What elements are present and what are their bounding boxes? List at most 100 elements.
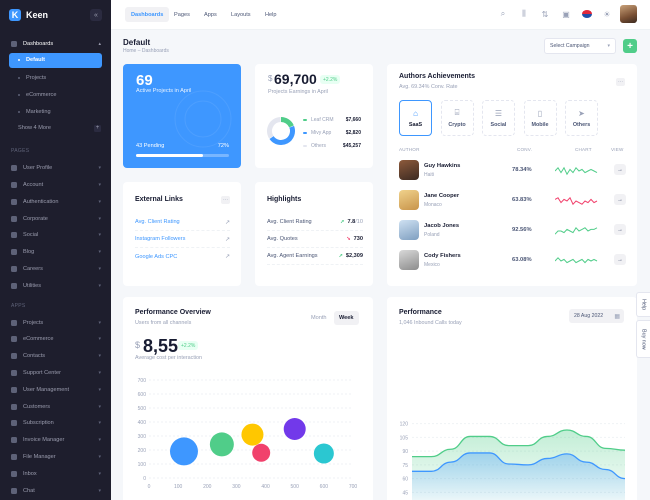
toggle-month[interactable]: Month — [311, 315, 327, 321]
sidebar-item-dashboards[interactable]: Dashboards ▴ — [0, 36, 111, 53]
author-name[interactable]: Jane Cooper — [424, 193, 460, 199]
view-arrow-icon[interactable]: → — [614, 254, 626, 265]
help-tab-label: Help — [640, 298, 647, 311]
table-row: Guy Hawkins Haiti 78.34% → — [399, 157, 627, 187]
menu-icon — [11, 437, 17, 444]
earnings-amount: 69,700 — [274, 71, 317, 87]
chevron-down-icon: ▾ — [98, 420, 101, 427]
tab-help[interactable]: Help — [265, 11, 277, 18]
sparkline-line — [555, 226, 598, 235]
sidebar-item-chat[interactable]: Chat ▾ — [0, 482, 111, 499]
sidebar-item-corporate[interactable]: Corporate ▾ — [0, 210, 111, 227]
sidebar-collapse-button[interactable]: « — [90, 9, 102, 21]
logo[interactable]: K Keen — [0, 0, 111, 30]
sidebar-subitem-default[interactable]: Default — [9, 52, 102, 68]
donut-slice — [269, 125, 295, 145]
tab-dashboards[interactable]: Dashboards — [125, 7, 170, 22]
more-menu-icon[interactable]: ··· — [221, 196, 230, 204]
chevron-down-icon: ▾ — [98, 165, 101, 172]
search-icon[interactable]: ⌕ — [500, 9, 506, 18]
legend-swatch — [303, 145, 307, 147]
notifications-icon[interactable]: ▣ — [562, 9, 570, 19]
sidebar-subitem-projects[interactable]: Projects — [0, 70, 111, 87]
y-tick-label: 105 — [400, 435, 409, 441]
show-more-label: Show 4 More — [18, 125, 51, 132]
sidebar-item-utilities[interactable]: Utilities ▾ — [0, 277, 111, 294]
toggle-week[interactable]: Week — [334, 311, 359, 325]
external-link[interactable]: Instagram Followers ↗ — [135, 231, 230, 248]
card-subtitle: Users from all channels — [135, 320, 192, 326]
chevron-down-icon: ▾ — [98, 215, 101, 222]
tab-layouts[interactable]: Layouts — [231, 11, 251, 18]
sidebar-item-blog[interactable]: Blog ▾ — [0, 244, 111, 261]
date-picker-button[interactable]: 28 Aug 2022 ▦ — [569, 309, 624, 323]
help-tab[interactable]: Help — [636, 292, 650, 317]
y-tick-label: 75 — [402, 463, 408, 469]
tab-mobile[interactable]: ▯ Mobile — [523, 100, 557, 136]
sort-icon[interactable]: ⇅ — [541, 9, 549, 19]
sidebar-item-user-profile[interactable]: User Profile ▾ — [0, 160, 111, 177]
show-more-button[interactable]: Show 4 More + — [0, 120, 111, 137]
sidebar-item-support-center[interactable]: Support Center ▾ — [0, 365, 111, 382]
menu-icon — [11, 336, 17, 343]
sidebar-item-account[interactable]: Account ▾ — [0, 177, 111, 194]
chevron-down-icon: ▾ — [98, 369, 101, 376]
tab-apps[interactable]: Apps — [204, 11, 217, 18]
sidebar-item-invoice-manager[interactable]: Invoice Manager ▾ — [0, 432, 111, 449]
sidebar-item-authentication[interactable]: Authentication ▾ — [0, 193, 111, 210]
author-name[interactable]: Jacob Jones — [424, 223, 460, 229]
chevron-down-icon: ▾ — [98, 470, 101, 477]
chevron-down-icon: ▾ — [98, 198, 101, 205]
user-avatar[interactable] — [620, 5, 637, 23]
column-header: AUTHOR — [399, 147, 420, 152]
sidebar-item-ecommerce[interactable]: eCommerce ▾ — [0, 331, 111, 348]
sidebar-item-label: eCommerce — [26, 91, 57, 98]
tab-crypto[interactable]: ⌸ Crypto — [440, 100, 474, 136]
author-name[interactable]: Guy Hawkins — [424, 163, 461, 169]
menu-icon — [11, 265, 17, 272]
menu-icon — [11, 386, 17, 393]
performance-card: Performance 1,046 Inbound Calls today 28… — [387, 297, 637, 500]
buy-now-tab[interactable]: Buy now — [636, 320, 650, 358]
sidebar-item-user-management[interactable]: User Management ▾ — [0, 381, 111, 398]
external-link-icon: ↗ — [224, 254, 230, 260]
sidebar-subitem-ecommerce[interactable]: eCommerce — [0, 86, 111, 103]
more-menu-icon[interactable]: ··· — [616, 78, 625, 86]
tab-pages[interactable]: Pages — [174, 11, 190, 18]
overview-currency: $ — [135, 340, 141, 350]
menu-icon — [11, 165, 17, 172]
chevron-down-icon: ▾ — [98, 487, 101, 494]
external-link[interactable]: Google Ads CPC ↗ — [135, 248, 230, 265]
external-link[interactable]: Avg. Client Rating ↗ — [135, 214, 230, 231]
view-arrow-icon[interactable]: → — [614, 224, 626, 235]
theme-sun-icon[interactable]: ☀ — [603, 9, 611, 19]
conversion-rate: 78.34% — [512, 167, 532, 173]
y-tick-label: 200 — [138, 448, 147, 454]
sidebar-item-subscription[interactable]: Subscription ▾ — [0, 415, 111, 432]
sidebar-item-label: Contacts — [23, 353, 46, 360]
pending-label: 43 Pending — [136, 143, 165, 149]
view-arrow-icon[interactable]: → — [614, 194, 626, 205]
sparkline-chart — [555, 257, 598, 264]
sidebar-item-inbox[interactable]: Inbox ▾ — [0, 465, 111, 482]
tab-others[interactable]: ➤ Others — [565, 100, 598, 136]
sidebar-subitem-marketing[interactable]: Marketing — [0, 103, 111, 120]
sidebar-item-file-manager[interactable]: File Manager ▾ — [0, 449, 111, 466]
sidebar-item-careers[interactable]: Careers ▾ — [0, 261, 111, 278]
tab-social[interactable]: ☰ Social — [482, 100, 515, 136]
tab-saas[interactable]: ⌂ SaaS — [399, 100, 432, 136]
date-value: 28 Aug 2022 — [574, 313, 604, 319]
sidebar-item-customers[interactable]: Customers ▾ — [0, 398, 111, 415]
sidebar-item-projects[interactable]: Projects ▾ — [0, 314, 111, 331]
campaign-select[interactable]: Select Campaign ▾ — [544, 38, 616, 54]
add-button[interactable]: + — [623, 39, 637, 53]
highlight-label: Avg. Agent Earnings — [267, 253, 318, 259]
sidebar-item-contacts[interactable]: Contacts ▾ — [0, 348, 111, 365]
view-arrow-icon[interactable]: → — [614, 164, 626, 175]
sidebar-item-social[interactable]: Social ▾ — [0, 227, 111, 244]
sidebar-item-label: Invoice Manager — [23, 437, 65, 444]
flag-icon[interactable] — [582, 10, 592, 18]
sidebar-item-label: Chat — [23, 487, 35, 494]
author-name[interactable]: Cody Fishers — [424, 253, 461, 259]
chart-bar-icon[interactable]: ⫼ — [522, 9, 526, 18]
